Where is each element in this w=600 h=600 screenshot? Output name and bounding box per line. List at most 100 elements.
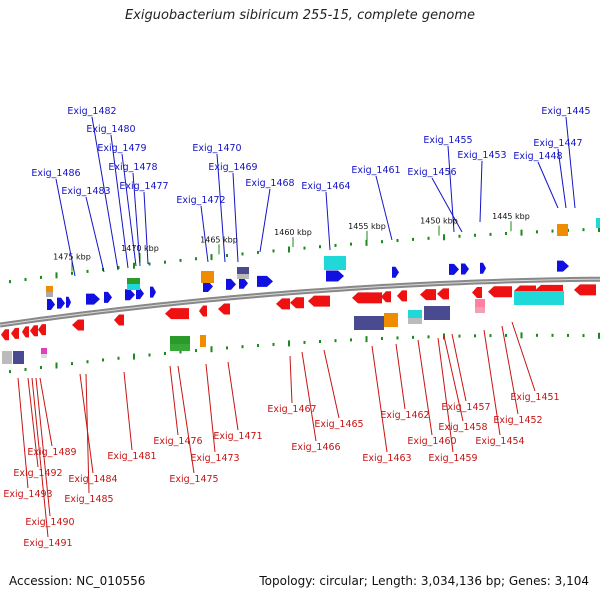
gene-label: Exig_1468 (245, 178, 294, 189)
gene-label: Exig_1469 (208, 162, 257, 173)
gene-label: Exig_1461 (351, 165, 400, 176)
leader-line (35, 377, 51, 517)
gene-label: Exig_1465 (314, 419, 363, 430)
gene-label: Exig_1482 (67, 106, 116, 117)
gene-arrow-forward (150, 286, 156, 298)
gene-label: Exig_1447 (533, 138, 582, 149)
tick-bottom (71, 362, 73, 366)
gene-label: Exig_1492 (13, 468, 62, 479)
tick-top (117, 266, 120, 270)
leader-line (123, 371, 133, 451)
tick-bottom (489, 334, 492, 338)
gene-label: Exig_1453 (457, 150, 506, 161)
leader-line (169, 365, 179, 436)
leader-line (375, 175, 393, 241)
tick-top (9, 280, 11, 284)
gene-arrow-reverse (574, 284, 596, 296)
leader-line (216, 153, 226, 263)
feature-box (201, 271, 214, 283)
tick-bottom (412, 335, 414, 339)
gene-arrow-reverse (11, 327, 19, 339)
gene-label: Exig_1486 (31, 168, 80, 179)
leader-line (232, 172, 239, 263)
leader-line (17, 377, 29, 489)
gene-label: Exig_1477 (119, 181, 168, 192)
leader-line (205, 363, 216, 453)
tick-top (257, 250, 259, 254)
feature-box (237, 274, 249, 279)
gene-label: Exig_1467 (267, 404, 316, 415)
leader-line (110, 134, 129, 269)
feature-box (514, 291, 564, 305)
leader-line (437, 337, 454, 453)
gene-arrow-reverse (38, 324, 46, 336)
feature-box (46, 292, 53, 297)
gene-label: Exig_1472 (176, 195, 225, 206)
tick-bottom (24, 368, 27, 372)
tick-top (71, 271, 73, 275)
leader-line (501, 325, 519, 415)
feature-box (2, 351, 12, 364)
feature-box (200, 335, 206, 347)
gene-label: Exig_1466 (291, 442, 340, 453)
tick-top (179, 258, 182, 262)
tick-bottom (179, 350, 182, 354)
leader-line (565, 116, 576, 209)
gene-label: Exig_1476 (153, 436, 202, 447)
tick-top (40, 275, 42, 279)
tick-bottom (598, 332, 600, 339)
tick-bottom (55, 362, 58, 369)
tick-top (148, 262, 151, 266)
tick-bottom (458, 334, 461, 338)
tick-top (241, 252, 244, 256)
feature-box (408, 318, 422, 324)
gene-arrow-forward (557, 260, 569, 272)
gene-label: Exig_1456 (407, 167, 456, 178)
gene-label: Exig_1462 (380, 410, 429, 421)
feature-box (324, 256, 346, 270)
gene-label: Exig_1485 (64, 494, 113, 505)
tick-bottom (303, 340, 306, 344)
feature-box (475, 299, 485, 307)
tick-top (551, 229, 554, 233)
tick-bottom (9, 370, 11, 374)
gene-arrow-forward (203, 281, 213, 293)
leader-line (479, 160, 483, 223)
leader-line (85, 196, 105, 273)
gene-label: Exig_1473 (190, 453, 239, 464)
leader-line (91, 116, 119, 271)
feature-track (1, 218, 600, 364)
tick-top (86, 269, 89, 273)
scale-label: 1450 kbp (420, 217, 458, 226)
tick-top (427, 236, 430, 240)
leader-line (323, 349, 340, 419)
tick-bottom (396, 336, 399, 340)
scale-label: 1475 kbp (53, 252, 91, 261)
leader-line (79, 373, 94, 474)
tick-top (536, 230, 538, 234)
gene-arrow-reverse (199, 305, 207, 317)
feature-box (596, 218, 600, 228)
feature-box (41, 348, 47, 354)
gene-arrow-forward (47, 298, 55, 310)
tick-bottom (195, 349, 197, 353)
tick-bottom (365, 336, 368, 343)
tick-bottom (241, 345, 244, 349)
genome-stats-text: Topology: circular; Length: 3,034,136 bp… (259, 574, 589, 588)
tick-top (396, 239, 399, 243)
tick-bottom (86, 360, 89, 364)
leader-line (431, 177, 463, 233)
tick-top (350, 242, 352, 246)
gene-arrow-reverse (22, 326, 29, 338)
gene-arrow-forward (239, 277, 248, 289)
feature-box (384, 313, 398, 327)
gene-arrow-reverse (352, 292, 382, 304)
feature-box (46, 286, 53, 292)
tick-bottom (102, 358, 104, 362)
gene-arrow-reverse (1, 329, 9, 341)
tick-top (598, 226, 600, 233)
leader-line (325, 191, 331, 251)
gene-label: Exig_1463 (362, 453, 411, 464)
tick-top (443, 234, 445, 241)
gene-label: Exig_1445 (541, 106, 590, 117)
